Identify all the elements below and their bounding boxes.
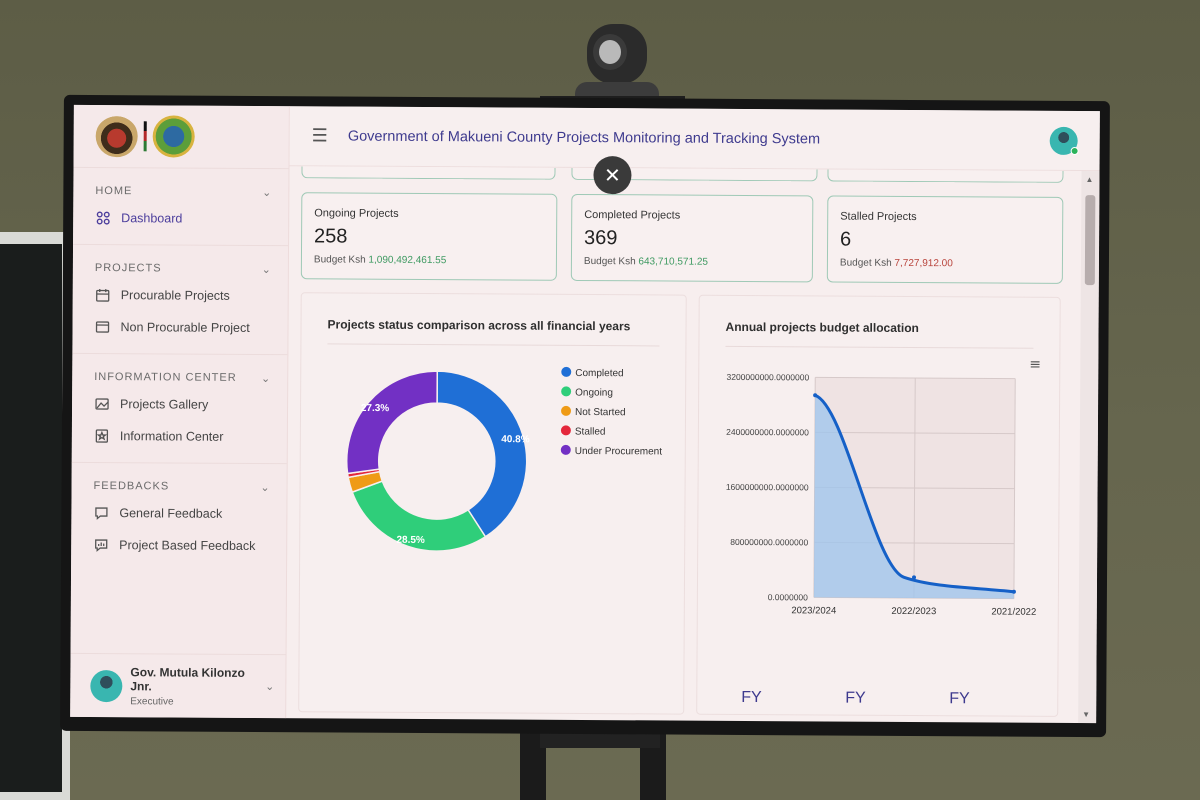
dashboard-icon [95,211,111,225]
webcam [575,24,665,106]
user-name: Gov. Mutula Kilonzo Jnr. [130,664,245,693]
sidebar-item-project-based-feedback[interactable]: Project Based Feedback [71,529,286,562]
section-toggle-information-center[interactable]: INFORMATION CENTER ⌄ [94,371,272,385]
budget-area-chart: ≡ 3200000000.0000000 2400000000.0000000 160… [726,357,1041,708]
sidebar-section-information-center: INFORMATION CENTER ⌄ Projects Gallery In… [71,352,288,464]
sidebar: HOME ⌄ Dashboard PROJECTS ⌄ Procurable P… [70,104,290,719]
status-comparison-panel: Projects status comparison across all fi… [298,292,687,715]
online-status-icon [1070,146,1079,156]
sidebar-item-information-center[interactable]: Information Center [72,420,287,453]
donut-slice-under-procurement[interactable] [346,370,439,475]
user-role: Executive [130,695,174,707]
makueni-county-logo [152,115,195,158]
fy-label: FY [845,690,866,707]
x-tick-label: 2022/2023 [891,606,936,617]
section-toggle-projects[interactable]: PROJECTS ⌄ [94,262,272,276]
stat-card-stub [827,169,1064,183]
chevron-down-icon: ⌄ [262,186,273,199]
budget-area-fill [813,395,1014,599]
area-chart-title: Annual projects budget allocation [725,319,1034,349]
donut-data-label: 28.5% [396,535,425,546]
legend-marker-ongoing [561,386,572,397]
legend-marker-completed [561,366,572,377]
x-tick-label: 2021/2022 [991,606,1036,617]
logo-divider [143,121,147,152]
chevron-down-icon: ⌄ [260,481,271,494]
fy-label: FY [741,689,762,706]
chevron-down-icon: ⌄ [261,263,272,276]
x-tick-label: 2023/2024 [791,605,836,616]
star-bookmark-icon [94,429,110,443]
sidebar-item-dashboard[interactable]: Dashboard [73,202,288,235]
grid-line [1013,378,1016,599]
sidebar-item-non-procurable-project[interactable]: Non Procurable Project [72,311,287,344]
legend-marker-not-started [561,405,572,416]
gallery-icon [94,397,110,411]
legend-item-stalled[interactable]: Stalled [575,426,606,437]
chevron-down-icon: ⌄ [265,681,275,694]
sidebar-item-projects-gallery[interactable]: Projects Gallery [72,388,287,421]
calendar-icon [95,288,111,302]
main-content: Ongoing Projects 258 Budget Ksh 1,090,49… [286,166,1081,723]
fy-label: FY [949,690,970,707]
data-point-2021-2022[interactable] [1011,589,1016,594]
comment-icon [93,506,109,520]
legend-item-completed[interactable]: Completed [575,368,623,379]
grid-line [913,378,916,599]
status-donut-chart: 40.8% 28.5% 27.3% Completed Ongoing Not Start… [346,366,663,552]
legend-item-ongoing[interactable]: Ongoing [575,387,613,398]
sidebar-section-feedbacks: FEEDBACKS ⌄ General Feedback Project Bas… [71,461,287,573]
avatar [90,669,123,702]
stat-card-ongoing[interactable]: Ongoing Projects 258 Budget Ksh 1,090,49… [300,192,558,281]
chart-comment-icon [93,538,109,552]
budget-allocation-panel: Annual projects budget allocation ≡ 32000… [696,294,1061,717]
sidebar-section-projects: PROJECTS ⌄ Procurable Projects Non Procu… [72,243,289,355]
donut-data-label: 40.8% [501,434,530,445]
top-bar: ☰ Government of Makueni County Projects … [289,106,1100,172]
app-title: Government of Makueni County Projects Mo… [347,128,821,147]
legend-item-not-started[interactable]: Not Started [575,407,626,418]
scroll-down-icon[interactable]: ▼ [1082,710,1091,720]
tv-bezel: HOME ⌄ Dashboard PROJECTS ⌄ Procurable P… [60,94,1110,738]
sidebar-section-home: HOME ⌄ Dashboard [73,166,289,246]
section-toggle-feedbacks[interactable]: FEEDBACKS ⌄ [93,479,271,494]
sidebar-item-general-feedback[interactable]: General Feedback [71,497,286,530]
window-icon [94,320,110,334]
y-tick-label: 2400000000.0000000 [726,427,809,438]
close-button[interactable]: ✕ [593,156,632,195]
dashboard-screen: HOME ⌄ Dashboard PROJECTS ⌄ Procurable P… [70,104,1100,724]
scrollbar[interactable]: ▲ ▼ [1078,171,1100,724]
donut-chart-title: Projects status comparison across all fi… [327,317,660,347]
budget-series-line[interactable] [814,393,1015,594]
scroll-thumb[interactable] [1084,195,1096,286]
stat-card-completed[interactable]: Completed Projects 369 Budget Ksh 643,71… [570,193,814,283]
hamburger-menu-icon[interactable]: ☰ [311,125,328,146]
section-toggle-home[interactable]: HOME ⌄ [95,185,273,199]
donut-data-label: 27.3% [361,403,390,414]
stat-card-stub [301,166,556,180]
kenya-coat-of-arms-logo [95,115,138,158]
legend-marker-under-procurement [560,444,571,455]
side-monitor [0,232,70,800]
y-tick-label: 1600000000.0000000 [726,482,809,493]
data-point-2023-2024[interactable] [813,393,818,398]
data-point-2022-2023[interactable] [912,575,917,580]
stat-card-stalled[interactable]: Stalled Projects 6 Budget Ksh 7,727,912.… [826,195,1064,284]
sidebar-item-procurable-projects[interactable]: Procurable Projects [73,279,288,312]
profile-avatar-button[interactable] [1049,126,1079,156]
y-tick-label: 0.0000000 [768,592,809,602]
logos [74,105,289,168]
scroll-up-icon[interactable]: ▲ [1085,175,1094,185]
y-tick-label: 3200000000.0000000 [726,372,809,383]
legend-marker-stalled [560,425,571,436]
donut-slice-completed[interactable] [436,370,528,538]
chevron-down-icon: ⌄ [260,372,272,385]
user-profile-panel[interactable]: Gov. Mutula Kilonzo Jnr. Executive ⌄ [70,652,287,719]
chart-menu-icon[interactable]: ≡ [1029,357,1041,373]
legend-item-under-procurement[interactable]: Under Procurement [575,446,663,458]
y-tick-label: 800000000.0000000 [730,537,808,547]
